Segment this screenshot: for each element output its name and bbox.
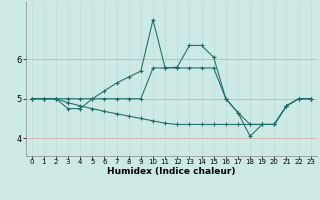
X-axis label: Humidex (Indice chaleur): Humidex (Indice chaleur) [107, 167, 236, 176]
